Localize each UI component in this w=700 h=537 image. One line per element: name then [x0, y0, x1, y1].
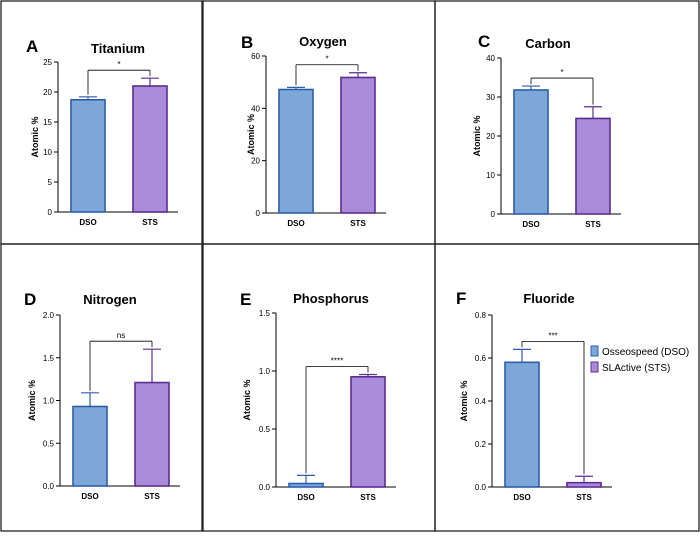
- significance-marker: ns: [117, 331, 125, 340]
- y-tick-label: 0.5: [259, 425, 271, 434]
- bar-dso: [513, 89, 549, 215]
- y-tick-label: 0.5: [43, 439, 55, 448]
- x-tick-label: DSO: [522, 220, 539, 229]
- panels: A Titanium 0 5 10 15 20 25 Atomic % DSO STS * B Oxyge…: [24, 32, 621, 502]
- chart-title: Fluoride: [523, 291, 574, 306]
- bar-sts: [566, 481, 602, 488]
- chart-title: Nitrogen: [83, 292, 137, 307]
- bar-sts: [575, 117, 611, 215]
- x-tick-label: DSO: [297, 493, 314, 502]
- x-tick-label: DSO: [287, 219, 304, 228]
- y-axis-label: Atomic %: [27, 380, 37, 421]
- y-tick-label: 0: [491, 210, 496, 219]
- significance-marker: ***: [548, 331, 557, 340]
- x-tick-label: STS: [142, 218, 158, 227]
- significance-marker: ****: [331, 356, 343, 365]
- y-tick-label: 0.2: [475, 440, 487, 449]
- y-tick-label: 0.8: [475, 311, 487, 320]
- chart-title: Phosphorus: [293, 291, 369, 306]
- bar-sts: [340, 76, 376, 214]
- x-tick-label: DSO: [79, 218, 96, 227]
- panel-letter: D: [24, 290, 36, 309]
- panel-frame-5: [434, 243, 700, 532]
- panel-letter: B: [241, 33, 253, 52]
- panel-frame-4: [201, 243, 436, 532]
- y-axis-label: Atomic %: [30, 116, 40, 157]
- y-axis-label: Atomic %: [472, 115, 482, 156]
- bar-dso: [288, 482, 324, 488]
- y-tick-label: 60: [251, 52, 260, 61]
- panel-letter: A: [26, 37, 38, 56]
- y-tick-label: 0.0: [475, 483, 487, 492]
- legend-label-sts: SLActive (STS): [602, 363, 670, 374]
- bar-dso: [504, 361, 540, 488]
- panel-d: D Nitrogen 0.0 0.5 1.0 1.5 2.0 Atomic % DSO STS ns: [24, 290, 180, 501]
- y-tick-label: 1.0: [43, 397, 55, 406]
- chart-title: Oxygen: [299, 34, 347, 49]
- x-tick-label: DSO: [513, 493, 530, 502]
- x-tick-label: DSO: [81, 492, 98, 501]
- bar-sts: [134, 381, 170, 487]
- panel-c: C Carbon 0 10 20 30 40 Atomic % DSO STS *: [472, 32, 621, 229]
- bar-sts: [132, 85, 168, 213]
- bar-dso: [72, 405, 108, 487]
- panel-frame-3: [0, 243, 204, 532]
- x-tick-label: STS: [585, 220, 601, 229]
- legend: Osseospeed (DSO) SLActive (STS): [590, 345, 689, 374]
- y-tick-label: 1.5: [43, 354, 55, 363]
- panel-letter: C: [478, 32, 490, 51]
- y-tick-label: 40: [251, 104, 260, 113]
- y-tick-label: 20: [486, 132, 495, 141]
- x-tick-label: STS: [144, 492, 160, 501]
- panel-f: F Fluoride 0.0 0.2 0.4 0.6 0.8 Atomic % DSO STS **…: [456, 289, 612, 502]
- y-axis-label: Atomic %: [459, 380, 469, 421]
- y-tick-label: 2.0: [43, 311, 55, 320]
- y-tick-label: 1.0: [259, 367, 271, 376]
- legend-swatch-sts: [590, 361, 599, 373]
- bar-dso: [278, 88, 314, 214]
- y-tick-label: 15: [43, 118, 52, 127]
- y-tick-label: 20: [43, 88, 52, 97]
- y-tick-label: 1.5: [259, 309, 271, 318]
- panel-letter: E: [240, 290, 251, 309]
- panel-e: E Phosphorus 0.0 0.5 1.0 1.5 Atomic % DSO STS ***…: [240, 290, 396, 502]
- x-tick-label: STS: [350, 219, 366, 228]
- significance-marker: *: [325, 55, 328, 64]
- legend-label-dso: Osseospeed (DSO): [602, 347, 689, 358]
- significance-marker: *: [560, 68, 563, 77]
- x-tick-label: STS: [360, 493, 376, 502]
- panel-a: A Titanium 0 5 10 15 20 25 Atomic % DSO STS *: [26, 37, 178, 227]
- bar-dso: [70, 99, 106, 213]
- y-tick-label: 10: [486, 171, 495, 180]
- y-tick-label: 40: [486, 54, 495, 63]
- y-axis-label: Atomic %: [242, 379, 252, 420]
- y-tick-label: 20: [251, 157, 260, 166]
- y-tick-label: 25: [43, 58, 52, 67]
- x-tick-label: STS: [576, 493, 592, 502]
- panel-letter: F: [456, 289, 466, 308]
- y-tick-label: 0: [48, 208, 53, 217]
- chart-title: Carbon: [525, 36, 571, 51]
- bar-sts: [350, 375, 386, 488]
- y-tick-label: 10: [43, 148, 52, 157]
- legend-swatch-dso: [590, 345, 599, 357]
- chart-title: Titanium: [91, 41, 145, 56]
- significance-marker: *: [117, 60, 120, 69]
- panel-b: B Oxygen 0 20 40 60 Atomic % DSO STS *: [241, 33, 386, 228]
- y-tick-label: 0.0: [259, 483, 271, 492]
- y-tick-label: 0.6: [475, 354, 487, 363]
- y-axis-label: Atomic %: [246, 114, 256, 155]
- y-tick-label: 0.4: [475, 397, 487, 406]
- y-tick-label: 0: [256, 209, 261, 218]
- y-tick-label: 5: [48, 178, 53, 187]
- y-tick-label: 0.0: [43, 482, 55, 491]
- y-tick-label: 30: [486, 93, 495, 102]
